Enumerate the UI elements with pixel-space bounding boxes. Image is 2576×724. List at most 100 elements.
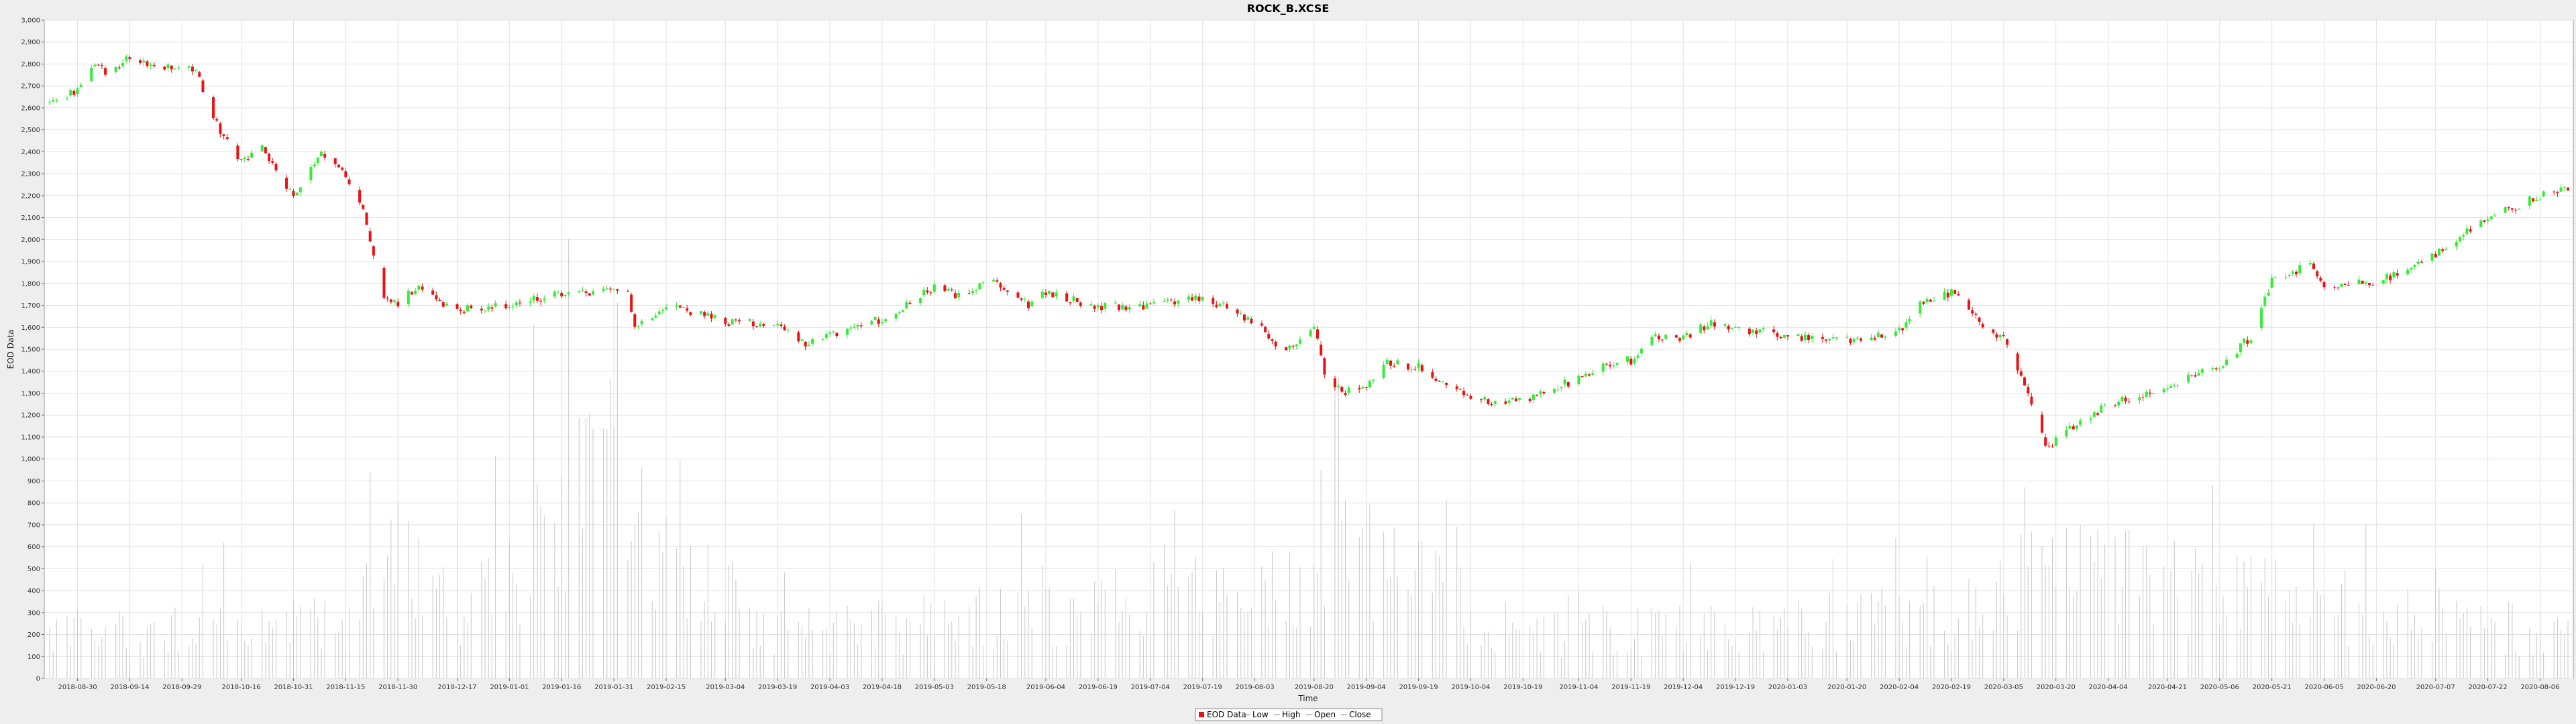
candle-body bbox=[299, 187, 302, 192]
x-tick-label: 2019-10-19 bbox=[1503, 684, 1542, 691]
candle-body bbox=[640, 320, 643, 324]
candle-body bbox=[163, 66, 166, 70]
candle-body bbox=[466, 305, 470, 312]
candle-body bbox=[971, 291, 974, 294]
candle-body bbox=[323, 154, 327, 158]
candle-body bbox=[1177, 300, 1180, 304]
x-axis-label: Time bbox=[1297, 694, 1318, 703]
candle-body bbox=[1048, 290, 1051, 295]
candle-body bbox=[438, 300, 441, 302]
y-tick-label: 1,100 bbox=[21, 434, 40, 441]
y-tick-label: 1,200 bbox=[21, 412, 40, 420]
candle-body bbox=[748, 319, 751, 321]
candle-body bbox=[2260, 308, 2263, 328]
candle-body bbox=[824, 334, 828, 338]
candle-body bbox=[560, 292, 564, 297]
candle-body bbox=[849, 327, 853, 329]
candle-body bbox=[1601, 363, 1605, 372]
candle-body bbox=[776, 323, 780, 325]
x-tick-label: 2020-02-04 bbox=[1880, 684, 1919, 691]
candle-body bbox=[1995, 334, 1998, 338]
x-tick-label: 2020-07-07 bbox=[2416, 684, 2455, 691]
candle-body bbox=[710, 314, 713, 319]
candle-body bbox=[470, 305, 473, 308]
candle-body bbox=[2072, 426, 2075, 430]
candle-body bbox=[125, 56, 128, 61]
candle-body bbox=[661, 310, 664, 311]
candle-body bbox=[1191, 297, 1194, 301]
candle-body bbox=[1626, 356, 1629, 363]
candle-body bbox=[1222, 302, 1225, 304]
candle-body bbox=[2368, 283, 2371, 286]
candle-body bbox=[459, 310, 462, 311]
candle-body bbox=[1629, 359, 1633, 365]
candle-body bbox=[1320, 345, 1323, 356]
candle-body bbox=[2173, 385, 2176, 386]
candle-body bbox=[947, 288, 950, 291]
candle-body bbox=[1340, 386, 1344, 392]
candle-body bbox=[581, 290, 584, 292]
candle-body bbox=[1487, 399, 1490, 404]
candle-body bbox=[2092, 412, 2096, 417]
candle-body bbox=[79, 84, 83, 87]
candle-body bbox=[2298, 265, 2302, 274]
candle-body bbox=[2542, 191, 2545, 196]
x-tick-label: 2020-03-20 bbox=[2037, 684, 2076, 691]
candle-body bbox=[1368, 381, 1371, 387]
candle-body bbox=[1027, 301, 1030, 308]
candle-body bbox=[1030, 302, 1034, 306]
x-tick-label: 2020-06-05 bbox=[2304, 684, 2343, 691]
candle-body bbox=[932, 284, 936, 292]
y-tick-label: 2,500 bbox=[21, 127, 40, 134]
candle-body bbox=[689, 312, 692, 316]
candle-body bbox=[2567, 187, 2569, 191]
x-tick-label: 2019-01-16 bbox=[542, 684, 581, 691]
candle-body bbox=[1511, 398, 1514, 400]
candle-body bbox=[511, 306, 515, 308]
y-tick-label: 600 bbox=[28, 544, 40, 551]
candle-body bbox=[2096, 413, 2100, 415]
candle-body bbox=[1566, 382, 1570, 387]
candle-body bbox=[608, 288, 612, 290]
candle-body bbox=[1748, 328, 1751, 335]
candle-body bbox=[1650, 337, 1654, 345]
candle-body bbox=[90, 67, 93, 81]
candle-body bbox=[699, 311, 702, 314]
candle-body bbox=[1591, 373, 1595, 375]
candle-body bbox=[1563, 379, 1566, 385]
candle-body bbox=[1974, 314, 1978, 315]
legend: EOD Data Low High Open Close bbox=[1195, 708, 1383, 721]
candle-body bbox=[1898, 327, 1901, 330]
candle-body bbox=[1953, 290, 1957, 294]
candle-body bbox=[1493, 401, 1497, 404]
candle-body bbox=[2434, 254, 2437, 258]
candle-body bbox=[1055, 292, 1058, 297]
candle-body bbox=[1274, 341, 1277, 347]
candle-body bbox=[295, 192, 299, 196]
candle-body bbox=[2288, 275, 2291, 276]
candle-body bbox=[1507, 400, 1511, 403]
legend-box bbox=[1195, 708, 1383, 721]
candle-body bbox=[1609, 365, 1612, 367]
candle-body bbox=[462, 311, 466, 313]
candle-body bbox=[894, 314, 898, 319]
candle-body bbox=[1776, 333, 1779, 337]
candle-body bbox=[2267, 292, 2270, 296]
x-tick-label: 2020-03-05 bbox=[1984, 684, 2023, 691]
x-tick-label: 2018-11-30 bbox=[378, 684, 417, 691]
candle-body bbox=[484, 310, 487, 312]
candle-body bbox=[1138, 304, 1142, 306]
candle-body bbox=[2441, 249, 2445, 251]
candle-body bbox=[2319, 278, 2322, 281]
candle-body bbox=[292, 190, 295, 196]
x-tick-label: 2018-09-14 bbox=[110, 684, 149, 691]
candle-body bbox=[1441, 381, 1444, 383]
candle-body bbox=[859, 325, 863, 326]
x-tick-label: 2019-01-31 bbox=[594, 684, 633, 691]
x-tick-label: 2020-08-06 bbox=[2520, 684, 2559, 691]
candle-body bbox=[2169, 386, 2173, 388]
candle-body bbox=[1333, 378, 1336, 387]
candle-body bbox=[2483, 221, 2486, 223]
candle-body bbox=[751, 321, 755, 326]
candle-body bbox=[908, 302, 912, 304]
